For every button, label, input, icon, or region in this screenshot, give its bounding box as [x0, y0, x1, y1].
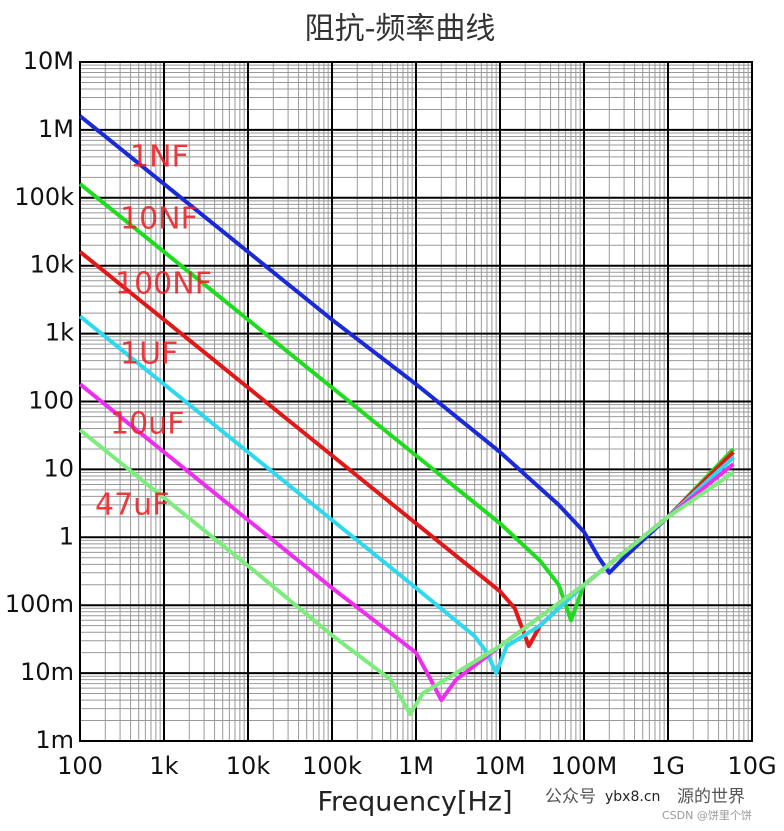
- y-tick-label: 100k: [14, 183, 74, 211]
- x-tick-label: 10k: [226, 752, 271, 780]
- x-tick-label: 1G: [651, 752, 685, 780]
- x-axis-label: Frequency[Hz]: [317, 787, 512, 818]
- plot-border: [79, 61, 753, 742]
- chart-title: 阻抗-频率曲线: [305, 12, 496, 47]
- y-tick-label: 1k: [45, 319, 74, 347]
- y-tick-label: 10m: [20, 658, 74, 686]
- y-tick-label: 10k: [30, 251, 75, 279]
- x-tick-label: 1M: [398, 752, 434, 780]
- labels: 1NF 10NF 100NF 1UF 10uF 47uF: [95, 140, 212, 523]
- x-tick-label: 1k: [149, 752, 178, 780]
- y-tick-label: 10M: [23, 47, 74, 75]
- series-label: 10uF: [110, 407, 184, 442]
- series-label: 1UF: [120, 337, 178, 372]
- watermark: 公众号: [545, 787, 596, 807]
- series-label: 1NF: [130, 140, 189, 175]
- x-tick-label: 100k: [302, 752, 362, 780]
- x-tick-label: 100: [57, 752, 103, 780]
- series-label: 47uF: [95, 488, 169, 523]
- watermark: ybx8.cn: [605, 789, 660, 805]
- x-tick-label: 10M: [474, 752, 525, 780]
- x-tick-label: 100M: [551, 752, 618, 780]
- watermark: 源的世界: [677, 787, 745, 807]
- y-tick-label: 1: [59, 522, 74, 550]
- grid: 100 1k 10k 100k 1M 10M 100M 1G 10G 1m 10m 100m 1 10 10…: [5, 47, 777, 780]
- watermark: CSDN @饼里个饼: [662, 808, 752, 822]
- series-label: 100NF: [115, 267, 212, 302]
- lines: [78, 114, 735, 716]
- x-tick-label: 10G: [727, 752, 776, 780]
- series-label: 10NF: [120, 202, 198, 237]
- y-tick-label: 100: [28, 387, 74, 415]
- y-tick-label: 1m: [35, 726, 74, 754]
- y-tick-label: 10: [43, 454, 74, 482]
- series-line: [78, 428, 735, 716]
- y-tick-label: 100m: [5, 590, 74, 618]
- y-tick-label: 1M: [38, 115, 74, 143]
